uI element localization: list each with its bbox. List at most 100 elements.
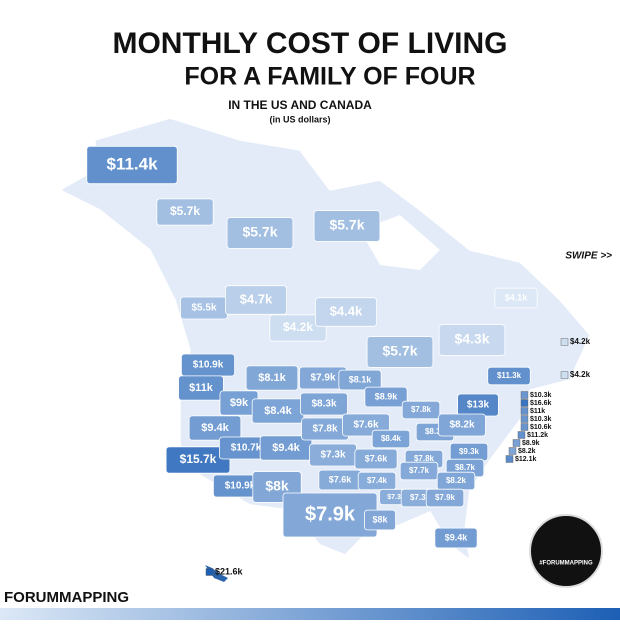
region-swatch <box>512 439 521 447</box>
value-label: $4.2k <box>570 337 591 346</box>
value-label: $9.4k <box>201 422 229 434</box>
value-label: $11k <box>530 408 545 415</box>
value-label: $11.4k <box>106 154 158 173</box>
region-swatch <box>520 399 529 407</box>
value-label: $7.8k <box>411 405 432 414</box>
region <box>364 386 408 408</box>
region-swatch <box>560 338 569 346</box>
value-label: $7.9k <box>305 503 356 525</box>
region <box>300 392 348 416</box>
brand: FORUMMAPPING <box>4 589 129 606</box>
region <box>425 488 465 508</box>
value-label: $4.3k <box>454 331 489 347</box>
logo <box>529 514 603 588</box>
value-label: $8.3k <box>311 399 336 410</box>
value-label: $4.4k <box>330 303 363 318</box>
subtitle-note: (in US dollars) <box>269 114 330 124</box>
value-label: $5.7k <box>170 204 200 218</box>
value-label: $8.1k <box>349 374 373 384</box>
value-label: $12.1k <box>515 456 537 463</box>
region <box>434 527 478 549</box>
value-label: $8.9k <box>375 391 399 401</box>
footer-bar <box>0 608 620 620</box>
value-label: $8.2k <box>446 476 467 485</box>
region <box>225 285 287 315</box>
region <box>315 297 377 327</box>
value-label: $10.9k <box>225 481 256 492</box>
region <box>338 369 382 391</box>
value-label: $8.2k <box>518 448 536 455</box>
value-label: $10.7k <box>231 443 262 454</box>
value-label: $11k <box>189 382 214 394</box>
region <box>165 446 231 474</box>
value-label: $7.3k <box>320 450 345 461</box>
value-label: $7.8k <box>414 454 435 463</box>
value-label: $11.2k <box>527 432 548 439</box>
value-label: $7.6k <box>353 420 378 431</box>
value-label: $4.2k <box>283 320 313 334</box>
value-label: $8.3k <box>425 427 446 436</box>
region-swatch <box>505 455 514 463</box>
value-label: $11.3k <box>497 371 522 380</box>
region <box>156 198 214 226</box>
region-swatch <box>520 407 529 415</box>
value-label: $8.4k <box>264 405 292 417</box>
region <box>438 324 506 356</box>
region <box>494 287 538 309</box>
value-label: $8.1k <box>258 372 286 384</box>
value-label: $10.3k <box>530 392 552 399</box>
region <box>357 471 397 491</box>
region <box>226 217 294 249</box>
value-label: $7.6k <box>365 453 389 463</box>
region <box>245 365 299 391</box>
value-label: $5.5k <box>191 303 216 314</box>
region <box>366 336 434 368</box>
value-label: $4.7k <box>240 291 273 306</box>
value-label: $9.4k <box>272 442 300 454</box>
region-swatch <box>205 568 214 576</box>
value-label: $8k <box>265 478 289 494</box>
region <box>438 413 486 437</box>
title: FOR A FAMILY OF FOUR <box>184 63 475 91</box>
value-label: $7.3k <box>387 494 405 501</box>
value-label: $10.9k <box>193 360 224 371</box>
value-label: $8.2k <box>449 420 474 431</box>
value-label: $7.8k <box>312 424 337 435</box>
value-label: $4.1k <box>505 292 529 302</box>
region-swatch <box>520 391 529 399</box>
value-label: $8.7k <box>455 463 476 472</box>
logo-text: #FORUMMAPPING <box>539 561 593 567</box>
value-label: $7.7k <box>409 466 430 475</box>
regions: $11.4k $5.7k $5.7k $5.7k $5.5k $4.7k $4.2k $4.4… <box>86 145 591 576</box>
region-swatch <box>508 447 517 455</box>
value-label: $5.7k <box>242 224 277 240</box>
value-label: $7.9k <box>435 493 456 502</box>
value-label: $21.6k <box>215 566 244 576</box>
title: MONTHLY COST OF LIVING <box>112 27 507 60</box>
region <box>269 314 327 342</box>
region <box>399 461 439 481</box>
region <box>487 366 531 386</box>
region-swatch <box>517 431 526 439</box>
value-label: $8.9k <box>522 440 540 447</box>
value-label: $7.3k <box>410 493 431 502</box>
value-label: $9k <box>230 397 249 409</box>
value-label: $7.6k <box>329 474 353 484</box>
value-label: $7.4k <box>367 476 388 485</box>
value-label: $5.7k <box>329 217 364 233</box>
region <box>188 415 242 441</box>
region <box>178 375 224 401</box>
region <box>364 509 396 531</box>
value-label: $4.2k <box>570 370 591 379</box>
swipe-hint[interactable]: SWIPE >> <box>565 251 612 262</box>
value-label: $8k <box>372 514 388 524</box>
subtitle: IN THE US AND CANADA <box>228 98 372 112</box>
value-label: $15.7k <box>180 452 217 466</box>
value-label: $13k <box>467 400 490 411</box>
region <box>354 448 398 470</box>
value-label: $10.6k <box>530 424 552 431</box>
value-label: $5.7k <box>382 343 417 359</box>
region-swatch <box>520 423 529 431</box>
value-label: $9.4k <box>445 532 469 542</box>
